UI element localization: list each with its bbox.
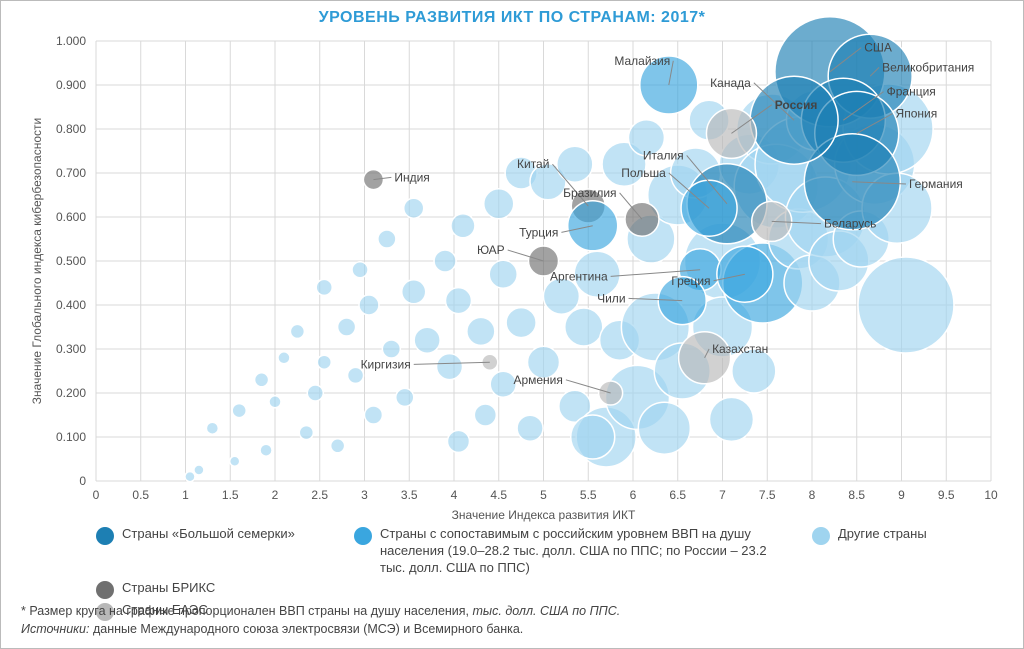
- svg-text:7.5: 7.5: [759, 488, 776, 502]
- footnote-sources-label: Источники:: [21, 622, 93, 636]
- footnote: * Размер круга на графике пропорционален…: [21, 603, 620, 638]
- legend-label-other: Другие страны: [838, 526, 927, 543]
- svg-text:0: 0: [79, 474, 86, 488]
- svg-text:Турция: Турция: [519, 225, 558, 239]
- svg-text:4: 4: [451, 488, 458, 502]
- svg-text:Великобритания: Великобритания: [882, 60, 974, 74]
- svg-text:4.5: 4.5: [490, 488, 507, 502]
- bubble-plot: 0 0.5 1 1.5 2 2.5 3 3.5 4 4.5 5 5.5 6 6.5 7 7.5 8 8.5 9 9.5…: [1, 1, 1024, 531]
- svg-text:Италия: Италия: [643, 148, 684, 162]
- svg-text:0.200: 0.200: [56, 386, 86, 400]
- svg-text:Россия: Россия: [775, 98, 818, 112]
- svg-text:Канада: Канада: [710, 76, 751, 90]
- svg-text:1.5: 1.5: [222, 488, 239, 502]
- svg-text:Франция: Франция: [887, 85, 936, 99]
- svg-text:Аргентина: Аргентина: [550, 269, 608, 283]
- svg-text:7: 7: [719, 488, 726, 502]
- legend-dot-gdp: [354, 527, 372, 545]
- svg-text:США: США: [864, 41, 892, 55]
- svg-text:0.600: 0.600: [56, 210, 86, 224]
- legend-dot-g7: [96, 527, 114, 545]
- svg-text:0.500: 0.500: [56, 254, 86, 268]
- svg-text:Казахстан: Казахстан: [712, 342, 768, 356]
- svg-text:Индия: Индия: [394, 170, 429, 184]
- legend-label-brics: Страны БРИКС: [122, 580, 215, 597]
- svg-text:0: 0: [93, 488, 100, 502]
- svg-text:9: 9: [898, 488, 905, 502]
- legend-item-g7: Страны «Большой семерки»: [96, 526, 326, 545]
- svg-text:3.5: 3.5: [401, 488, 418, 502]
- svg-text:5: 5: [540, 488, 547, 502]
- svg-text:0.300: 0.300: [56, 342, 86, 356]
- svg-text:Беларусь: Беларусь: [824, 217, 876, 231]
- svg-text:Киргизия: Киргизия: [361, 357, 411, 371]
- svg-text:0.700: 0.700: [56, 166, 86, 180]
- svg-text:Чили: Чили: [597, 291, 625, 305]
- svg-text:0.100: 0.100: [56, 430, 86, 444]
- svg-text:2.5: 2.5: [311, 488, 328, 502]
- legend-label-gdp: Страны с сопоставимым с российским уровн…: [380, 526, 784, 577]
- svg-text:6.5: 6.5: [669, 488, 686, 502]
- svg-text:2: 2: [272, 488, 279, 502]
- legend-dot-other: [812, 527, 830, 545]
- svg-text:3: 3: [361, 488, 368, 502]
- svg-text:8: 8: [809, 488, 816, 502]
- svg-text:1.000: 1.000: [56, 34, 86, 48]
- legend-item-other: Другие страны: [812, 526, 992, 545]
- svg-text:0.5: 0.5: [132, 488, 149, 502]
- svg-text:ЮАР: ЮАР: [477, 243, 505, 257]
- svg-text:Япония: Япония: [896, 107, 938, 121]
- svg-text:8.5: 8.5: [848, 488, 865, 502]
- legend-item-brics: Страны БРИКС: [96, 580, 326, 599]
- footnote-sources: данные Международного союза электросвязи…: [93, 622, 523, 636]
- legend-label-g7: Страны «Большой семерки»: [122, 526, 295, 543]
- svg-text:0.800: 0.800: [56, 122, 86, 136]
- svg-text:Польша: Польша: [621, 166, 666, 180]
- footnote-size-italic: тыс. долл. США по ППС.: [473, 604, 621, 618]
- svg-text:Германия: Германия: [909, 177, 963, 191]
- svg-text:9.5: 9.5: [938, 488, 955, 502]
- svg-text:10: 10: [984, 488, 998, 502]
- footnote-size: * Размер круга на графике пропорционален…: [21, 604, 473, 618]
- svg-text:Армения: Армения: [513, 373, 562, 387]
- legend-dot-brics: [96, 581, 114, 599]
- chart-container: { "title":{"text":"УРОВЕНЬ РАЗВИТИЯ ИКТ …: [0, 0, 1024, 649]
- svg-text:0.400: 0.400: [56, 298, 86, 312]
- svg-text:6: 6: [630, 488, 637, 502]
- svg-text:Китай: Китай: [517, 157, 549, 171]
- svg-text:0.900: 0.900: [56, 78, 86, 92]
- svg-text:1: 1: [182, 488, 189, 502]
- svg-text:5.5: 5.5: [580, 488, 597, 502]
- legend-item-gdp: Страны с сопоставимым с российским уровн…: [354, 526, 784, 577]
- svg-text:Греция: Греция: [671, 274, 710, 288]
- svg-text:Значение Индекса развития ИКТ: Значение Индекса развития ИКТ: [452, 508, 636, 522]
- svg-text:Бразилия: Бразилия: [563, 186, 617, 200]
- svg-text:Малайзия: Малайзия: [614, 54, 670, 68]
- svg-text:Значение Глобального индекса к: Значение Глобального индекса кибербезопа…: [30, 118, 44, 404]
